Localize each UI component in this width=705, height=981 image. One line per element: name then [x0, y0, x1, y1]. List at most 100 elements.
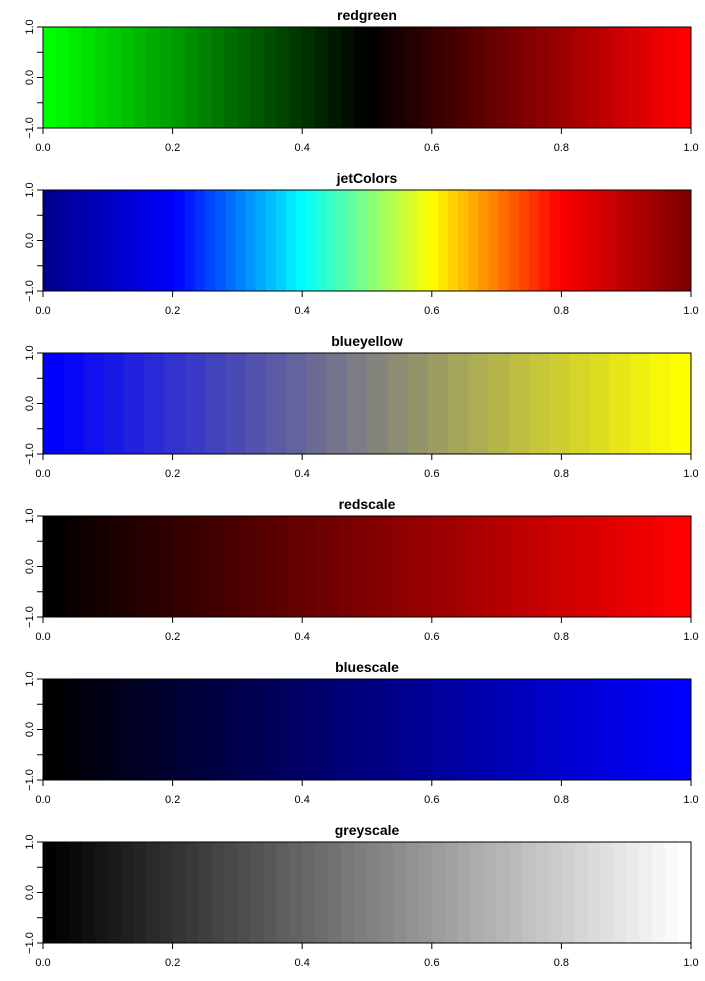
x-tick-label: 1.0 — [683, 142, 698, 154]
color-band — [418, 516, 433, 617]
color-band — [626, 516, 640, 617]
y-tick-label: 0.0 — [24, 70, 36, 85]
color-band — [107, 27, 122, 128]
x-tick-label: 0.2 — [165, 305, 180, 317]
color-band — [354, 516, 368, 617]
color-band — [211, 842, 226, 943]
x-tick-label: 1.0 — [683, 305, 698, 317]
color-band — [94, 842, 109, 943]
color-band — [522, 27, 537, 128]
color-band — [250, 679, 264, 780]
color-band — [336, 190, 348, 291]
color-band — [509, 679, 524, 780]
color-band — [548, 516, 562, 617]
color-band — [549, 353, 571, 454]
y-tick-label: 0.0 — [24, 885, 36, 900]
color-band — [468, 353, 490, 454]
color-band — [379, 27, 394, 128]
color-band — [215, 190, 226, 291]
color-band — [154, 190, 166, 291]
color-band — [289, 516, 303, 617]
color-band — [289, 842, 303, 943]
color-band — [509, 27, 524, 128]
color-band — [184, 190, 196, 291]
color-band — [509, 842, 524, 943]
color-band — [589, 353, 611, 454]
y-tick-label: 0.0 — [24, 233, 36, 248]
color-band — [613, 27, 627, 128]
x-tick-label: 0.2 — [165, 631, 180, 643]
color-band — [237, 842, 251, 943]
color-band — [113, 190, 125, 291]
color-band — [250, 27, 264, 128]
color-band — [665, 516, 679, 617]
color-band — [198, 516, 213, 617]
panel-redgreen: redgreen 0.0 0.2 0.4 0.6 0.8 1.0 −1.0 0.0 1.0 — [24, 7, 699, 154]
color-band — [185, 27, 200, 128]
color-band — [431, 842, 446, 943]
color-band — [468, 190, 479, 291]
color-band — [43, 516, 57, 617]
color-band — [43, 353, 64, 454]
y-tick-label: −1.0 — [24, 280, 36, 302]
y-tick-label: 1.0 — [24, 345, 36, 360]
color-band — [574, 27, 588, 128]
x-tick-label: 0.6 — [424, 305, 439, 317]
x-tick-label: 0.8 — [554, 468, 569, 480]
color-band — [392, 516, 407, 617]
x-axis: 0.0 0.2 0.4 0.6 0.8 1.0 — [35, 290, 699, 317]
color-band — [444, 679, 459, 780]
color-band — [587, 679, 601, 780]
color-band — [306, 353, 328, 454]
x-tick-label: 0.8 — [554, 142, 569, 154]
x-tick-label: 0.8 — [554, 631, 569, 643]
color-band — [418, 679, 433, 780]
color-band — [535, 27, 550, 128]
color-band — [159, 842, 174, 943]
y-axis: −1.0 0.0 1.0 — [24, 671, 44, 791]
color-band — [81, 27, 96, 128]
color-band — [225, 190, 236, 291]
color-band — [263, 842, 277, 943]
color-band — [341, 842, 355, 943]
color-band — [43, 27, 57, 128]
color-band — [250, 842, 264, 943]
color-band — [626, 27, 640, 128]
color-band — [457, 516, 472, 617]
color-band — [652, 516, 666, 617]
color-band — [522, 679, 537, 780]
color-band — [613, 842, 627, 943]
color-band — [133, 516, 148, 617]
color-band — [172, 842, 187, 943]
panel-title: redscale — [339, 496, 396, 512]
color-band — [418, 842, 433, 943]
color-band — [146, 27, 161, 128]
color-band — [457, 842, 472, 943]
color-band — [509, 516, 524, 617]
color-band — [43, 842, 57, 943]
color-band — [660, 190, 672, 291]
color-band — [561, 516, 575, 617]
color-band — [670, 353, 692, 454]
color-band — [224, 679, 238, 780]
x-tick-label: 0.2 — [165, 142, 180, 154]
color-band — [427, 353, 449, 454]
color-band — [198, 842, 213, 943]
y-tick-label: −1.0 — [24, 117, 36, 139]
color-band — [68, 27, 83, 128]
color-band — [367, 353, 388, 454]
y-tick-label: 0.0 — [24, 559, 36, 574]
color-band — [639, 516, 653, 617]
color-band — [341, 516, 355, 617]
color-band — [198, 27, 213, 128]
color-band — [367, 516, 381, 617]
y-tick-label: 1.0 — [24, 834, 36, 849]
color-band — [107, 842, 122, 943]
color-band — [286, 353, 307, 454]
color-band — [354, 27, 368, 128]
color-band — [561, 679, 575, 780]
color-band — [405, 679, 420, 780]
color-band — [276, 679, 290, 780]
color-band — [276, 842, 290, 943]
